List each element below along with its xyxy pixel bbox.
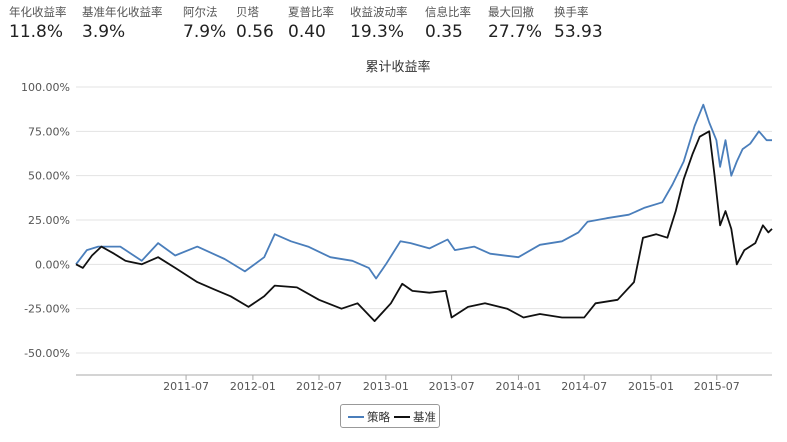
metric-label: 信息比率 [425,5,471,19]
metric-volatility: 收益波动率 19.3% [350,4,408,43]
metric-information-ratio: 信息比率 0.35 [425,4,471,43]
y-tick-label: 75.00% [28,125,70,138]
grid-layer [76,86,772,354]
x-tick-label: 2014-07 [561,380,607,393]
y-tick-label: 0.00% [35,258,70,271]
metric-value: 0.56 [236,22,274,42]
metric-label: 最大回撤 [488,5,534,19]
x-tick-label: 2013-01 [363,380,409,393]
x-tick-label: 2013-07 [429,380,475,393]
metric-label: 贝塔 [236,5,259,19]
metric-value: 7.9% [183,22,227,42]
metric-beta: 贝塔 0.56 [236,4,274,43]
y-tick-label: 100.00% [21,81,70,94]
legend-swatch [394,416,410,418]
metric-max-drawdown: 最大回撤 27.7% [488,4,542,43]
x-tick-label: 2012-07 [296,380,342,393]
y-tick-label: 25.00% [28,214,70,227]
metrics-panel: 年化收益率 11.8% 基准年化收益率 3.9% 阿尔法 7.9% 贝塔 0.5… [0,0,787,50]
metric-label: 基准年化收益率 [82,5,163,19]
metric-sharpe: 夏普比率 0.40 [288,4,334,43]
chart-title: 累计收益率 [365,59,430,75]
legend-label: 策略 [367,410,390,424]
metric-value: 0.35 [425,22,463,42]
x-tick-label: 2015-07 [694,380,740,393]
metric-label: 阿尔法 [183,5,218,19]
metric-benchmark-annual-return: 基准年化收益率 3.9% [82,4,163,43]
legend-label: 基准 [413,410,436,424]
metric-label: 收益波动率 [350,5,408,19]
x-tick-label: 2011-07 [163,380,209,393]
metric-label: 年化收益率 [9,5,67,19]
series-line-benchmark [75,130,773,322]
metric-value: 3.9% [82,22,126,42]
metric-turnover: 换手率 53.93 [554,4,603,43]
metric-value: 19.3% [350,22,405,42]
legend: 策略 基准 [340,404,440,428]
y-tick-label: 50.00% [28,170,70,183]
axis-layer: 100.00% 75.00% 50.00% 25.00% 0.00% -25.00% -50… [21,81,772,393]
x-tick-label: 2015-01 [628,380,674,393]
metric-label: 夏普比率 [288,5,334,19]
y-tick-label: -25.00% [24,303,70,316]
y-tick-label: -50.00% [24,347,70,360]
series-line-strategy [75,103,772,280]
metric-value: 53.93 [554,22,603,42]
x-tick-label: 2014-01 [495,380,541,393]
metric-value: 27.7% [488,22,543,42]
metric-annual-return: 年化收益率 11.8% [9,4,67,43]
legend-swatch [348,416,364,418]
series-layer [75,103,773,322]
metric-alpha: 阿尔法 7.9% [183,4,226,43]
x-tick-label: 2012-01 [230,380,276,393]
metric-value: 11.8% [9,22,64,42]
metric-value: 0.40 [288,22,326,42]
metric-label: 换手率 [554,5,589,19]
